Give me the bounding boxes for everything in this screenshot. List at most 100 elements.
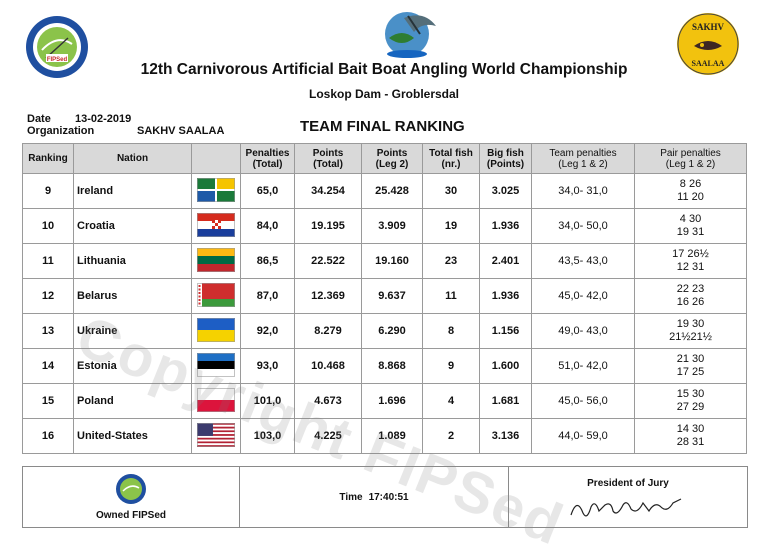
col-points-leg2: Points (Leg 2) bbox=[361, 143, 423, 174]
col-ranking: Ranking bbox=[22, 143, 74, 174]
nation-cell: Lithuania bbox=[73, 243, 192, 279]
table-row: 16 United-States 103,0 4.225 1.089 2 3.136 44,0… bbox=[22, 418, 747, 454]
big-fish-cell: 1.936 bbox=[479, 208, 532, 244]
total-fish-cell: 4 bbox=[422, 383, 480, 419]
flag-cell bbox=[191, 173, 241, 209]
penalties-cell: 101,0 bbox=[240, 383, 295, 419]
big-fish-cell: 1.681 bbox=[479, 383, 532, 419]
ukraine-flag bbox=[197, 317, 235, 345]
penalties-cell: 84,0 bbox=[240, 208, 295, 244]
team-penalties-cell: 49,0- 43,0 bbox=[531, 313, 635, 349]
pair-penalties-line1: 14 30 bbox=[676, 423, 705, 435]
rank-cell: 12 bbox=[22, 278, 74, 314]
pair-penalties-cell: 14 30 28 31 bbox=[634, 418, 747, 454]
rank-cell: 14 bbox=[22, 348, 74, 384]
points-total-cell: 10.468 bbox=[294, 348, 362, 384]
rank-cell: 15 bbox=[22, 383, 74, 419]
lithuania-flag bbox=[197, 247, 235, 275]
big-fish-cell: 1.156 bbox=[479, 313, 532, 349]
table-row: 15 Poland 101,0 4.673 1.696 4 1.681 45,0- 56,0 1… bbox=[22, 383, 747, 419]
pair-penalties-line1: 19 30 bbox=[676, 318, 705, 330]
points-leg2-cell: 1.089 bbox=[361, 418, 423, 454]
rank-cell: 11 bbox=[22, 243, 74, 279]
total-fish-cell: 8 bbox=[422, 313, 480, 349]
organization-label: Organization bbox=[27, 125, 95, 137]
estonia-flag bbox=[197, 352, 235, 380]
croatia-flag bbox=[197, 212, 235, 240]
points-total-cell: 8.279 bbox=[294, 313, 362, 349]
time-label: Time bbox=[339, 491, 363, 503]
flag-cell bbox=[191, 418, 241, 454]
rank-cell: 10 bbox=[22, 208, 74, 244]
team-penalties-cell: 44,0- 59,0 bbox=[531, 418, 635, 454]
pair-penalties-line2: 12 31 bbox=[676, 261, 705, 273]
table-row: 9 Ireland 65,0 34.254 25.428 30 3.025 34,0- 31,… bbox=[22, 173, 747, 209]
total-fish-cell: 30 bbox=[422, 173, 480, 209]
pair-penalties-cell: 4 30 19 31 bbox=[634, 208, 747, 244]
points-total-cell: 4.225 bbox=[294, 418, 362, 454]
svg-text:SAALAA: SAALAA bbox=[692, 59, 725, 68]
penalties-cell: 65,0 bbox=[240, 173, 295, 209]
pair-penalties-line1: 22 23 bbox=[676, 283, 705, 295]
sakhv-saalaa-logo: SAKHV SAALAA bbox=[676, 12, 740, 76]
big-fish-cell: 3.025 bbox=[479, 173, 532, 209]
total-fish-cell: 9 bbox=[422, 348, 480, 384]
big-fish-cell: 1.600 bbox=[479, 348, 532, 384]
footer-panel: Owned FIPSed Time 17:40:51 President of … bbox=[22, 466, 748, 528]
time-value: 17:40:51 bbox=[368, 491, 409, 503]
pair-penalties-line1: 15 30 bbox=[676, 388, 705, 400]
pair-penalties-line2: 28 31 bbox=[676, 436, 705, 448]
points-total-cell: 19.195 bbox=[294, 208, 362, 244]
nation-cell: Poland bbox=[73, 383, 192, 419]
points-leg2-cell: 9.637 bbox=[361, 278, 423, 314]
rank-cell: 16 bbox=[22, 418, 74, 454]
pair-penalties-line2: 11 20 bbox=[677, 191, 704, 203]
pair-penalties-line2: 17 25 bbox=[676, 366, 705, 378]
pair-penalties-cell: 15 30 27 29 bbox=[634, 383, 747, 419]
nation-cell: Belarus bbox=[73, 278, 192, 314]
pair-penalties-cell: 21 30 17 25 bbox=[634, 348, 747, 384]
team-penalties-cell: 45,0- 42,0 bbox=[531, 278, 635, 314]
meta-info: Date 13-02-2019 Organization SAKHV SAALA… bbox=[27, 113, 224, 137]
col-points-total: Points (Total) bbox=[294, 143, 362, 174]
col-penalties: Penalties (Total) bbox=[240, 143, 295, 174]
table-row: 12 Belarus 87,0 12.369 9.637 11 1.936 45,0- 42,… bbox=[22, 278, 747, 314]
table-row: 11 Lithuania 86,5 22.522 19.160 23 2.401 43,5- … bbox=[22, 243, 747, 279]
jury-label: President of Jury bbox=[587, 478, 669, 489]
venue-label: Loskop Dam - Groblersdal bbox=[308, 87, 460, 101]
penalties-cell: 103,0 bbox=[240, 418, 295, 454]
flag-cell bbox=[191, 243, 241, 279]
pair-penalties-cell: 19 30 21½21½ bbox=[634, 313, 747, 349]
table-header-row: Ranking Nation Penalties (Total) Points (T… bbox=[22, 143, 747, 174]
fipsed-logo-left: FIPSed bbox=[24, 14, 90, 80]
col-flag bbox=[191, 143, 241, 174]
usa-flag bbox=[197, 422, 235, 450]
flag-cell bbox=[191, 383, 241, 419]
nation-cell: United-States bbox=[73, 418, 192, 454]
time-cell: Time 17:40:51 bbox=[240, 467, 509, 527]
championship-title: 12th Carnivorous Artificial Bait Boat An… bbox=[140, 61, 628, 78]
fipsed-logo-small bbox=[115, 473, 147, 510]
points-total-cell: 34.254 bbox=[294, 173, 362, 209]
points-leg2-cell: 8.868 bbox=[361, 348, 423, 384]
flag-cell bbox=[191, 348, 241, 384]
svg-text:SAKHV: SAKHV bbox=[692, 22, 725, 32]
penalties-cell: 92,0 bbox=[240, 313, 295, 349]
total-fish-cell: 23 bbox=[422, 243, 480, 279]
total-fish-cell: 11 bbox=[422, 278, 480, 314]
total-fish-cell: 2 bbox=[422, 418, 480, 454]
report-title: TEAM FINAL RANKING bbox=[300, 118, 465, 135]
poland-flag bbox=[197, 387, 235, 415]
points-total-cell: 22.522 bbox=[294, 243, 362, 279]
rank-cell: 9 bbox=[22, 173, 74, 209]
table-row: 13 Ukraine 92,0 8.279 6.290 8 1.156 49,0- 43,0 1… bbox=[22, 313, 747, 349]
penalties-cell: 87,0 bbox=[240, 278, 295, 314]
points-total-cell: 12.369 bbox=[294, 278, 362, 314]
jury-signature bbox=[569, 493, 689, 528]
pair-penalties-line2: 16 26 bbox=[676, 296, 705, 308]
flag-cell bbox=[191, 313, 241, 349]
pair-penalties-line2: 27 29 bbox=[676, 401, 705, 413]
points-leg2-cell: 25.428 bbox=[361, 173, 423, 209]
col-team-penalties: Team penalties (Leg 1 & 2) bbox=[531, 143, 635, 174]
nation-cell: Croatia bbox=[73, 208, 192, 244]
